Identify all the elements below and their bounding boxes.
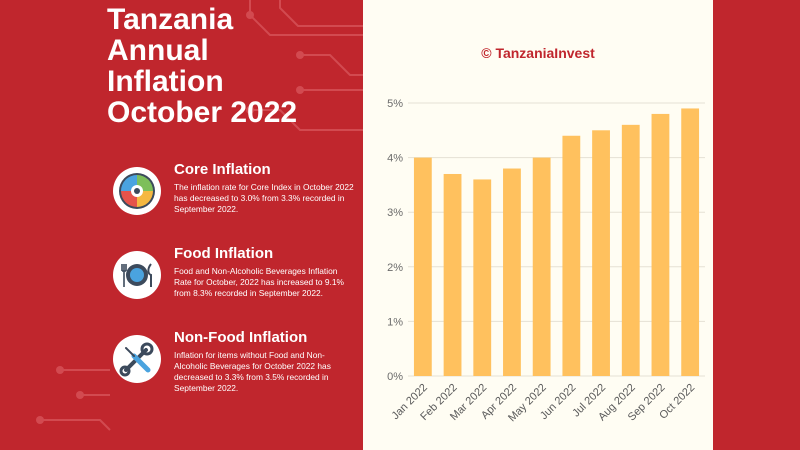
title-line: Annual [107, 34, 209, 67]
watermark: © TanzaniaInvest [481, 45, 595, 61]
title-line: Tanzania [107, 3, 234, 36]
section-body: Food and Non-Alcoholic Beverages Inflati… [174, 266, 344, 298]
bar [532, 157, 551, 376]
title-line: Inflation [107, 65, 224, 98]
non-food-icon-circle [113, 335, 161, 383]
section-heading: Food Inflation [174, 245, 274, 262]
section-heading: Core Inflation [174, 161, 271, 178]
y-tick-label: 3% [387, 207, 403, 219]
page-title: Tanzania Annual Inflation October 2022 [107, 4, 357, 128]
title-line: October 2022 [107, 96, 298, 129]
bar [681, 108, 700, 377]
y-tick-label: 4% [387, 153, 403, 165]
pie-chart-icon [119, 173, 155, 209]
bar [592, 130, 610, 376]
wrench-screwdriver-icon [119, 342, 154, 377]
bar [443, 173, 462, 376]
bar [413, 157, 432, 376]
core-icon-circle [113, 167, 161, 215]
bar [503, 168, 521, 376]
bar [651, 113, 670, 377]
right-border [713, 0, 800, 450]
section-body: The inflation rate for Core Index in Oct… [174, 182, 354, 214]
y-tick-label: 1% [387, 316, 403, 328]
fork-plate-knife-icon [121, 263, 152, 287]
y-tick-label: 5% [387, 98, 403, 110]
bar [621, 124, 640, 376]
bar [562, 135, 581, 376]
y-tick-label: 0% [387, 371, 403, 383]
section-heading: Non-Food Inflation [174, 329, 308, 346]
section-body: Inflation for items without Food and Non… [174, 350, 331, 393]
left-panel: Tanzania Annual Inflation October 2022 C… [0, 0, 363, 450]
circuit-decoration [36, 0, 363, 431]
food-icon-circle [113, 251, 161, 299]
y-tick-label: 2% [387, 262, 403, 274]
bar [473, 179, 492, 376]
